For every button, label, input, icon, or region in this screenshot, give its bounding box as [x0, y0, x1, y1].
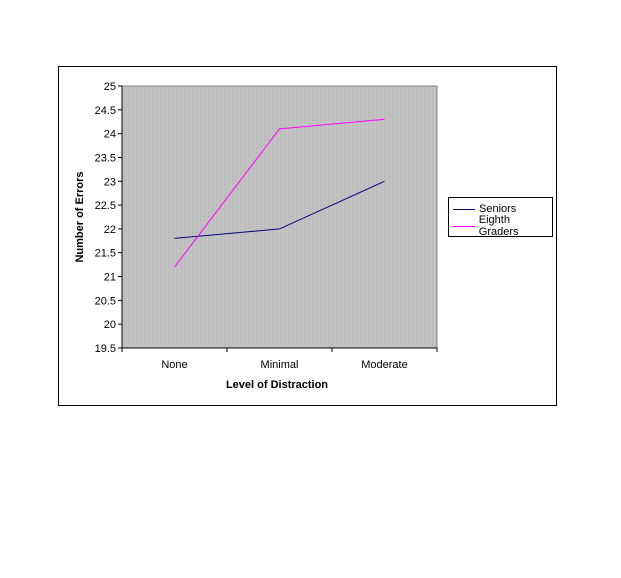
legend-swatch-seniors — [453, 208, 475, 210]
y-tick-label: 23 — [104, 176, 116, 188]
legend-entry-seniors: Seniors — [453, 201, 516, 217]
y-tick-label: 20.5 — [95, 295, 116, 307]
legend-label-eighth-graders: Eighth Graders — [478, 214, 519, 238]
y-tick-label: 20 — [104, 319, 116, 331]
x-tick-label: Minimal — [261, 359, 299, 371]
y-tick-label: 21.5 — [95, 248, 116, 260]
y-tick-label: 24 — [104, 129, 116, 141]
legend: Seniors Eighth Graders — [448, 197, 553, 238]
y-tick-labels: 19.5 20 20.5 21 21.5 22 22.5 23 23.5 24 24.5 25 — [95, 81, 116, 355]
plot-area — [121, 85, 438, 349]
series-line-eighth-graders — [174, 118, 385, 268]
y-tick-label: 25 — [104, 81, 116, 93]
series-lines — [174, 118, 385, 268]
legend-entry-eighth-graders: Eighth Graders — [453, 214, 552, 238]
y-tick-label: 22 — [104, 224, 116, 236]
y-tick-label: 19.5 — [95, 343, 116, 355]
y-axis-title: Number of Errors — [74, 171, 86, 262]
axes — [118, 85, 438, 352]
y-tick-label: 23.5 — [95, 152, 116, 164]
x-axis-title: Level of Distraction — [226, 379, 328, 391]
legend-swatch-eighth-graders — [453, 225, 475, 227]
x-tick-labels: None Minimal Moderate — [161, 359, 407, 371]
y-tick-label: 21 — [104, 272, 116, 284]
y-tick-label: 22.5 — [95, 200, 116, 212]
x-tick-label: Moderate — [361, 359, 407, 371]
y-tick-label: 24.5 — [95, 105, 116, 117]
x-tick-label: None — [161, 359, 187, 371]
legend-label-seniors: Seniors — [479, 203, 517, 215]
